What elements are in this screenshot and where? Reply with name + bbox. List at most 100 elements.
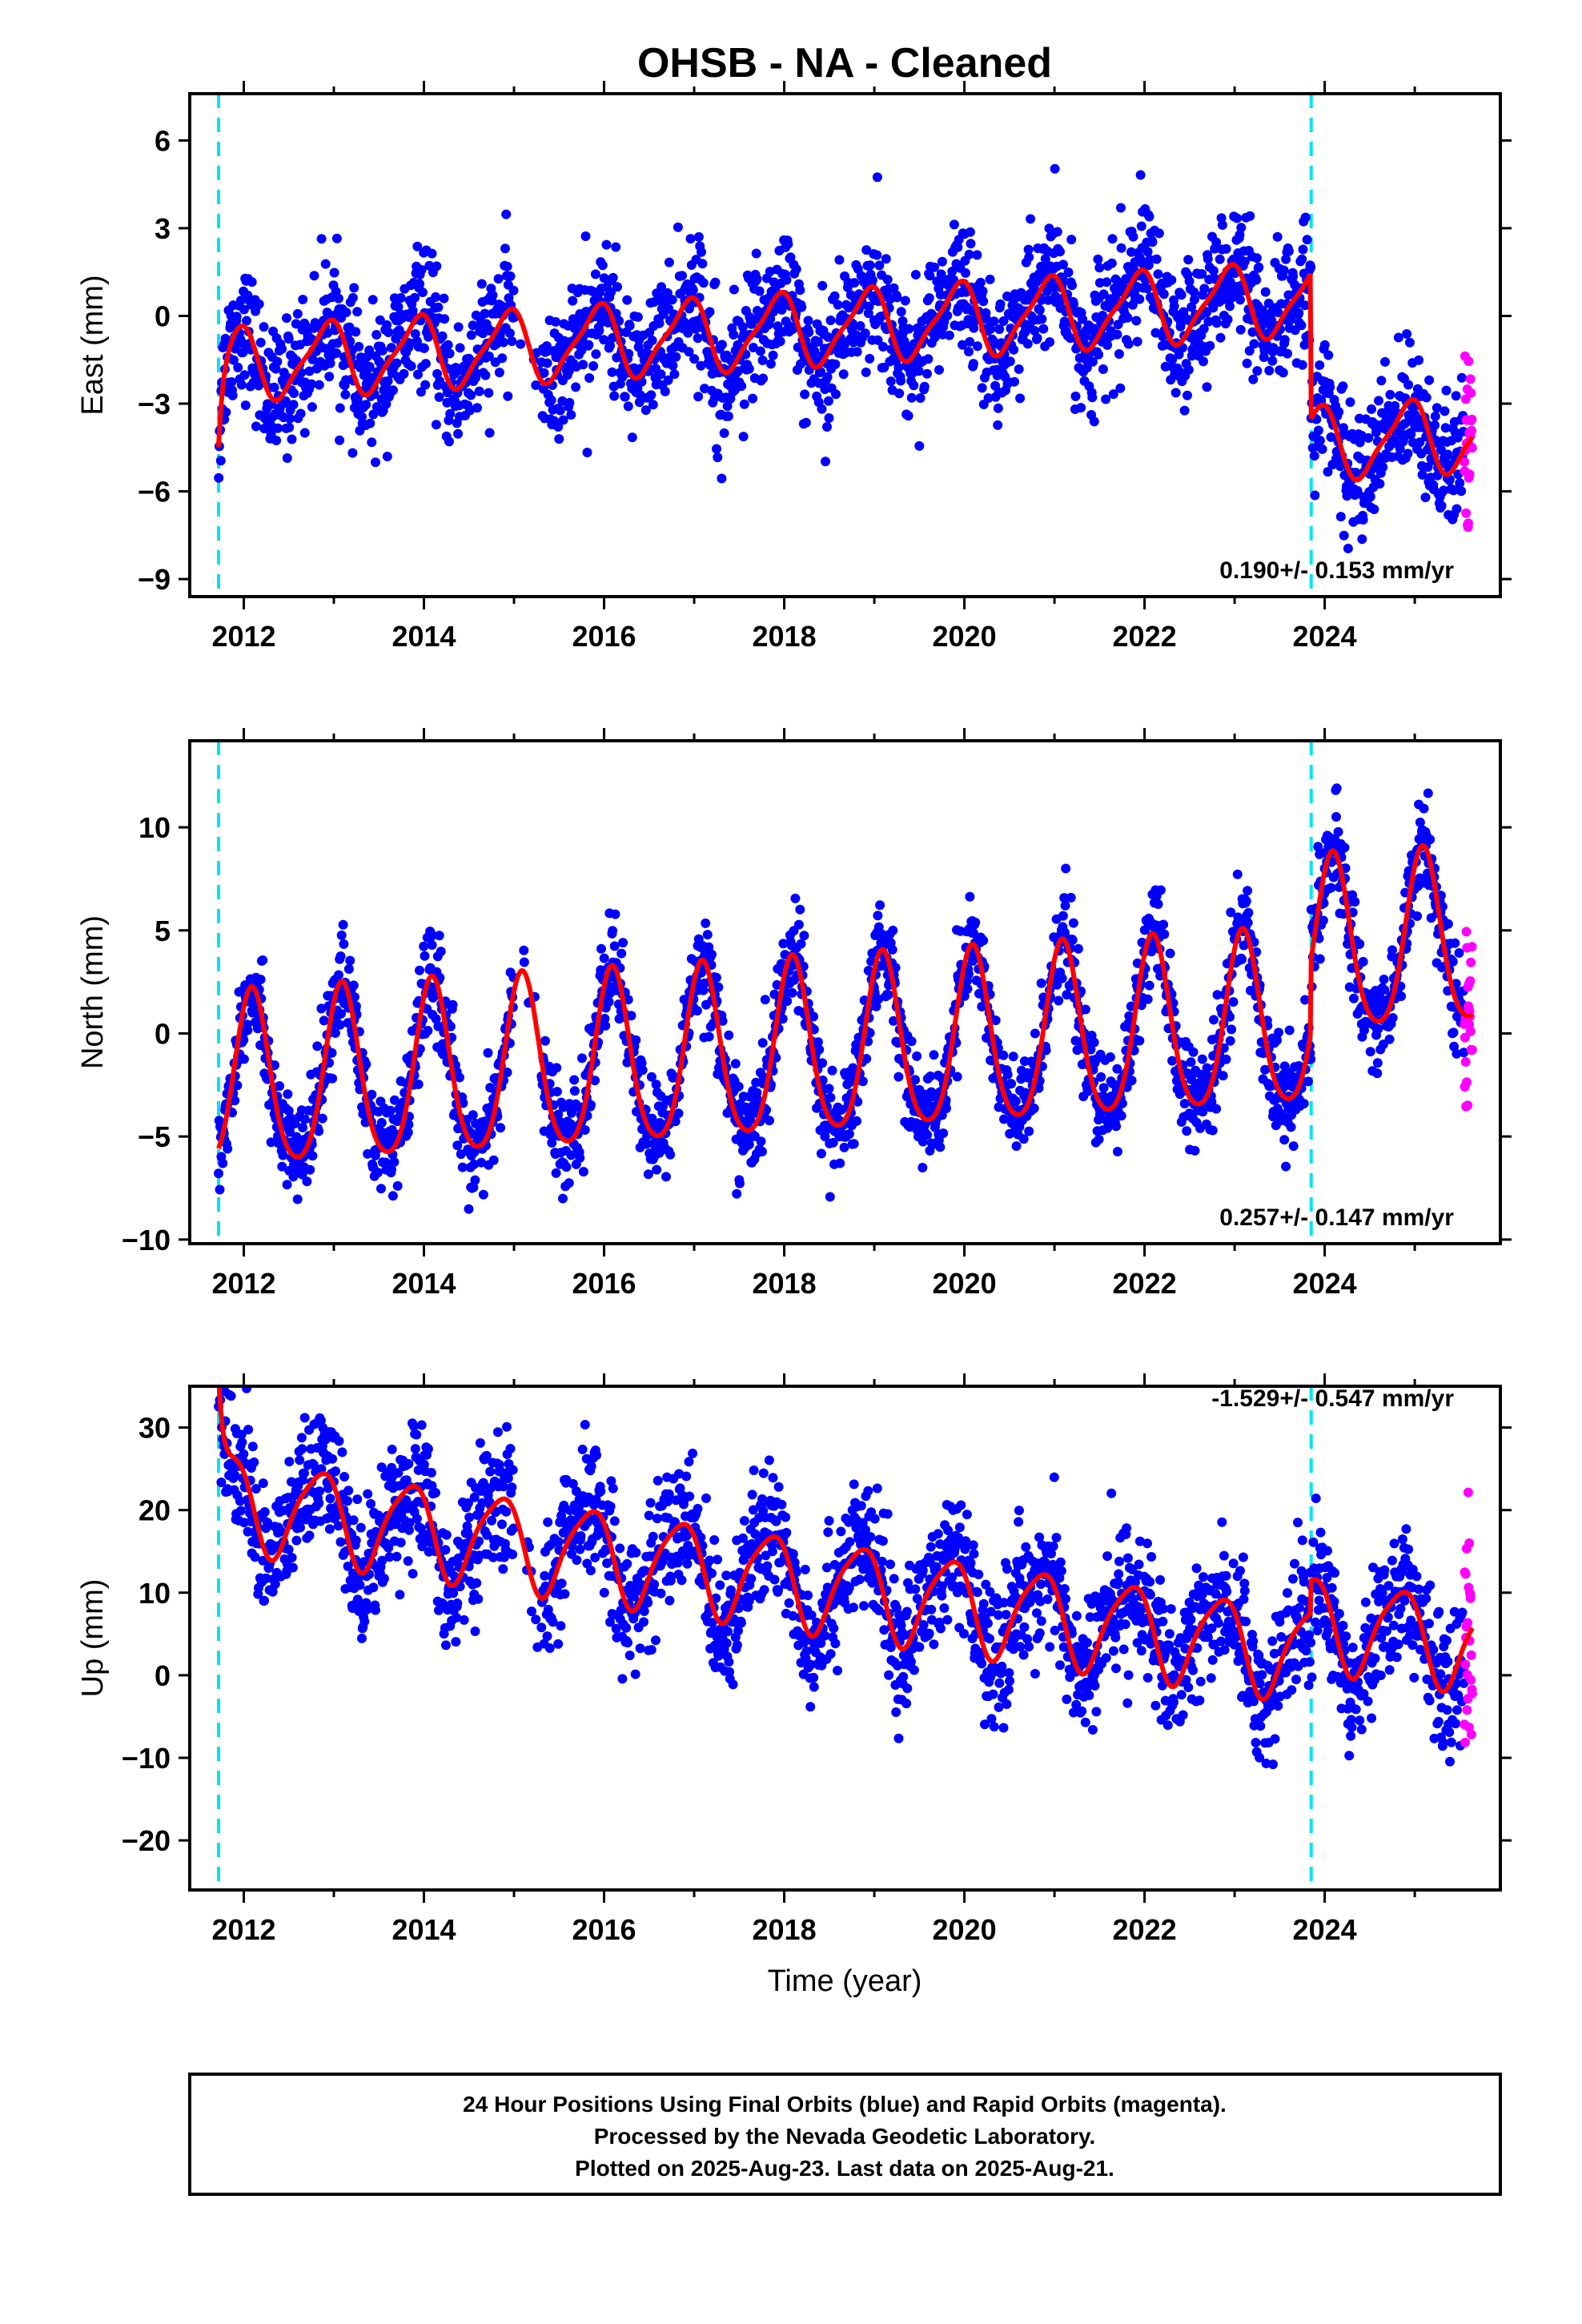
final-orbit-point bbox=[1014, 364, 1024, 374]
final-orbit-point bbox=[1237, 955, 1247, 964]
final-orbit-point bbox=[272, 356, 283, 367]
final-orbit-point bbox=[949, 219, 959, 230]
final-orbit-point bbox=[1349, 993, 1359, 1003]
rapid-orbit-point bbox=[1465, 374, 1476, 384]
final-orbit-point bbox=[1417, 469, 1427, 480]
final-orbit-point bbox=[329, 267, 339, 278]
final-orbit-point bbox=[1144, 980, 1154, 991]
final-orbit-point bbox=[1338, 381, 1348, 392]
final-orbit-point bbox=[1189, 287, 1199, 297]
final-orbit-point bbox=[600, 1020, 611, 1031]
final-orbit-point bbox=[403, 1128, 413, 1137]
final-orbit-point bbox=[835, 1158, 845, 1168]
final-orbit-point bbox=[783, 239, 793, 249]
final-orbit-point bbox=[1094, 1134, 1104, 1144]
final-orbit-point bbox=[844, 1129, 854, 1139]
final-orbit-point bbox=[608, 332, 618, 343]
final-orbit-point bbox=[273, 423, 283, 433]
final-orbit-point bbox=[903, 411, 913, 421]
final-orbit-point bbox=[1019, 1056, 1030, 1067]
final-orbit-point bbox=[793, 919, 804, 930]
final-orbit-point bbox=[1144, 211, 1154, 222]
final-orbit-point bbox=[667, 295, 677, 305]
final-orbit-point bbox=[825, 1092, 836, 1103]
final-orbit-point bbox=[1390, 400, 1400, 411]
final-orbit-point bbox=[626, 1011, 636, 1021]
final-orbit-point bbox=[640, 405, 651, 416]
final-orbit-point bbox=[1440, 423, 1451, 433]
final-orbit-point bbox=[673, 1108, 684, 1119]
final-orbit-point bbox=[266, 428, 276, 439]
final-orbit-point bbox=[889, 283, 899, 293]
final-orbit-point bbox=[867, 275, 877, 285]
final-orbit-point bbox=[566, 1150, 576, 1160]
final-orbit-point bbox=[896, 307, 906, 317]
final-orbit-point bbox=[247, 1441, 258, 1452]
final-orbit-point bbox=[1043, 295, 1054, 305]
final-orbit-point bbox=[452, 1140, 463, 1151]
final-orbit-point bbox=[259, 1595, 270, 1606]
final-orbit-point bbox=[599, 273, 609, 283]
final-orbit-point bbox=[722, 401, 733, 412]
final-orbit-point bbox=[1032, 333, 1042, 344]
final-orbit-point bbox=[1406, 429, 1416, 440]
final-orbit-point bbox=[1273, 308, 1283, 317]
final-orbit-point bbox=[469, 1159, 480, 1169]
final-orbit-point bbox=[839, 1142, 849, 1152]
final-orbit-point bbox=[837, 1104, 847, 1115]
final-orbit-point bbox=[578, 1167, 588, 1177]
final-orbit-point bbox=[1420, 493, 1431, 503]
final-orbit-point bbox=[239, 1449, 249, 1459]
final-orbit-point bbox=[1281, 254, 1291, 264]
x-tick-label: 2014 bbox=[391, 1267, 456, 1300]
final-orbit-point bbox=[1207, 1125, 1218, 1136]
final-orbit-point bbox=[444, 348, 455, 359]
final-orbit-point bbox=[327, 1047, 337, 1058]
final-orbit-point bbox=[643, 1169, 653, 1180]
final-orbit-point bbox=[791, 264, 801, 275]
final-orbit-point bbox=[289, 388, 299, 398]
final-orbit-point bbox=[1050, 163, 1060, 174]
final-orbit-point bbox=[1199, 356, 1208, 367]
final-orbit-point bbox=[555, 405, 565, 416]
final-orbit-point bbox=[689, 354, 700, 364]
final-orbit-point bbox=[757, 356, 768, 365]
final-orbit-point bbox=[861, 367, 871, 377]
final-orbit-point bbox=[282, 313, 291, 324]
final-orbit-point bbox=[1158, 919, 1169, 930]
final-orbit-point bbox=[484, 351, 494, 361]
final-orbit-point bbox=[1094, 349, 1104, 360]
final-orbit-point bbox=[361, 400, 371, 410]
final-orbit-point bbox=[817, 280, 828, 291]
final-orbit-point bbox=[855, 321, 865, 331]
final-orbit-point bbox=[596, 965, 606, 975]
final-orbit-point bbox=[704, 1031, 714, 1042]
final-orbit-point bbox=[1323, 467, 1333, 477]
final-orbit-point bbox=[221, 407, 231, 417]
final-orbit-point bbox=[1089, 1037, 1099, 1047]
final-orbit-point bbox=[735, 1178, 745, 1188]
final-orbit-point bbox=[1448, 1027, 1459, 1038]
final-orbit-point bbox=[243, 1425, 254, 1435]
final-orbit-point bbox=[1179, 1099, 1190, 1109]
y-tick-label: 5 bbox=[155, 915, 171, 947]
final-orbit-point bbox=[571, 382, 581, 392]
final-orbit-point bbox=[1268, 343, 1279, 353]
final-orbit-point bbox=[383, 376, 393, 386]
final-orbit-point bbox=[865, 1027, 875, 1038]
final-orbit-point bbox=[594, 326, 604, 336]
final-orbit-point bbox=[566, 410, 576, 420]
final-orbit-point bbox=[1068, 918, 1078, 928]
final-orbit-point bbox=[1274, 1027, 1283, 1038]
final-orbit-point bbox=[282, 453, 292, 463]
final-orbit-point bbox=[824, 1084, 834, 1094]
final-orbit-point bbox=[269, 382, 279, 392]
final-orbit-point bbox=[569, 1075, 580, 1085]
model-line bbox=[216, 262, 1475, 483]
final-orbit-point bbox=[314, 1126, 324, 1136]
rapid-orbit-point bbox=[1465, 1026, 1476, 1036]
final-orbit-point bbox=[1150, 328, 1161, 338]
final-orbit-point bbox=[480, 370, 491, 380]
final-orbit-point bbox=[1116, 1111, 1126, 1121]
final-orbit-point bbox=[376, 1184, 386, 1194]
